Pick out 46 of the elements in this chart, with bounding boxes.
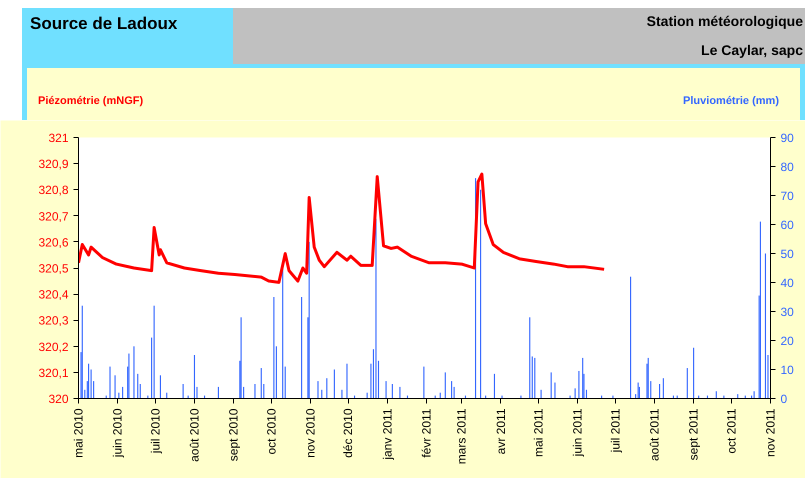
x-tick-label: mai 2011 <box>532 408 546 457</box>
x-tick-label: août 2010 <box>187 408 202 462</box>
y-tick-label: 320 <box>48 392 69 406</box>
y2-tick-label: 0 <box>780 392 788 406</box>
y2-tick-label: 10 <box>780 363 794 377</box>
x-tick-label: janv 2011 <box>380 408 394 461</box>
x-tick-label: oct 2011 <box>724 408 738 454</box>
y2-tick-label: 70 <box>780 189 794 203</box>
y-tick-label: 320,3 <box>38 314 69 328</box>
x-tick-label: févr 2011 <box>419 408 434 458</box>
y2-tick-label: 60 <box>780 218 794 232</box>
x-tick-label: oct 2010 <box>264 408 278 455</box>
x-tick-label: sept 2011 <box>686 408 701 460</box>
x-tick-label: déc 2010 <box>341 408 356 458</box>
y-tick-label: 320,6 <box>38 235 69 250</box>
x-tick-label: mars 2011 <box>454 408 469 464</box>
text: Le Caylar, sapc <box>701 42 803 58</box>
y-tick-label: 321 <box>48 131 69 145</box>
chart-title: Source de Ladoux <box>30 14 178 34</box>
x-tick-label: sept 2010 <box>226 408 241 462</box>
x-tick-label: juin 2011 <box>570 408 585 458</box>
y-tick-label: 320,4 <box>38 288 69 302</box>
x-tick-label: avr 2011 <box>494 408 508 454</box>
y-tick-label: 320,1 <box>38 366 69 380</box>
y2-tick-label: 50 <box>780 247 794 261</box>
y2-tick-label: 80 <box>780 160 794 174</box>
y-tick-label: 320,7 <box>38 209 69 224</box>
chart-subtitle: Station météorologique <box>646 13 803 29</box>
x-tick-label: nov 2010 <box>303 408 318 458</box>
x-tick-label: nov 2011 <box>764 408 778 457</box>
y-tick-label: 320,9 <box>38 157 69 172</box>
x-tick-label: mai 2010 <box>72 408 86 458</box>
x-tick-label: juil 2011 <box>608 408 622 454</box>
x-tick-label: juin 2010 <box>110 408 125 458</box>
y2-tick-label: 30 <box>780 305 794 319</box>
y-axis-title: Piézométrie (mNGF) <box>38 95 144 107</box>
x-tick-label: août 2011 <box>648 408 662 461</box>
y-tick-label: 320,5 <box>38 262 69 276</box>
y2-tick-label: 20 <box>780 334 794 348</box>
y2-axis-title: Pluviométrie (mm) <box>683 95 779 107</box>
y2-tick-label: 40 <box>780 276 794 290</box>
y-tick-label: 320,8 <box>38 183 69 198</box>
line-series <box>78 172 606 284</box>
x-tick-label: juil 2010 <box>148 408 162 454</box>
y-tick-label: 320,2 <box>38 340 69 354</box>
y2-tick-label: 90 <box>780 131 794 145</box>
